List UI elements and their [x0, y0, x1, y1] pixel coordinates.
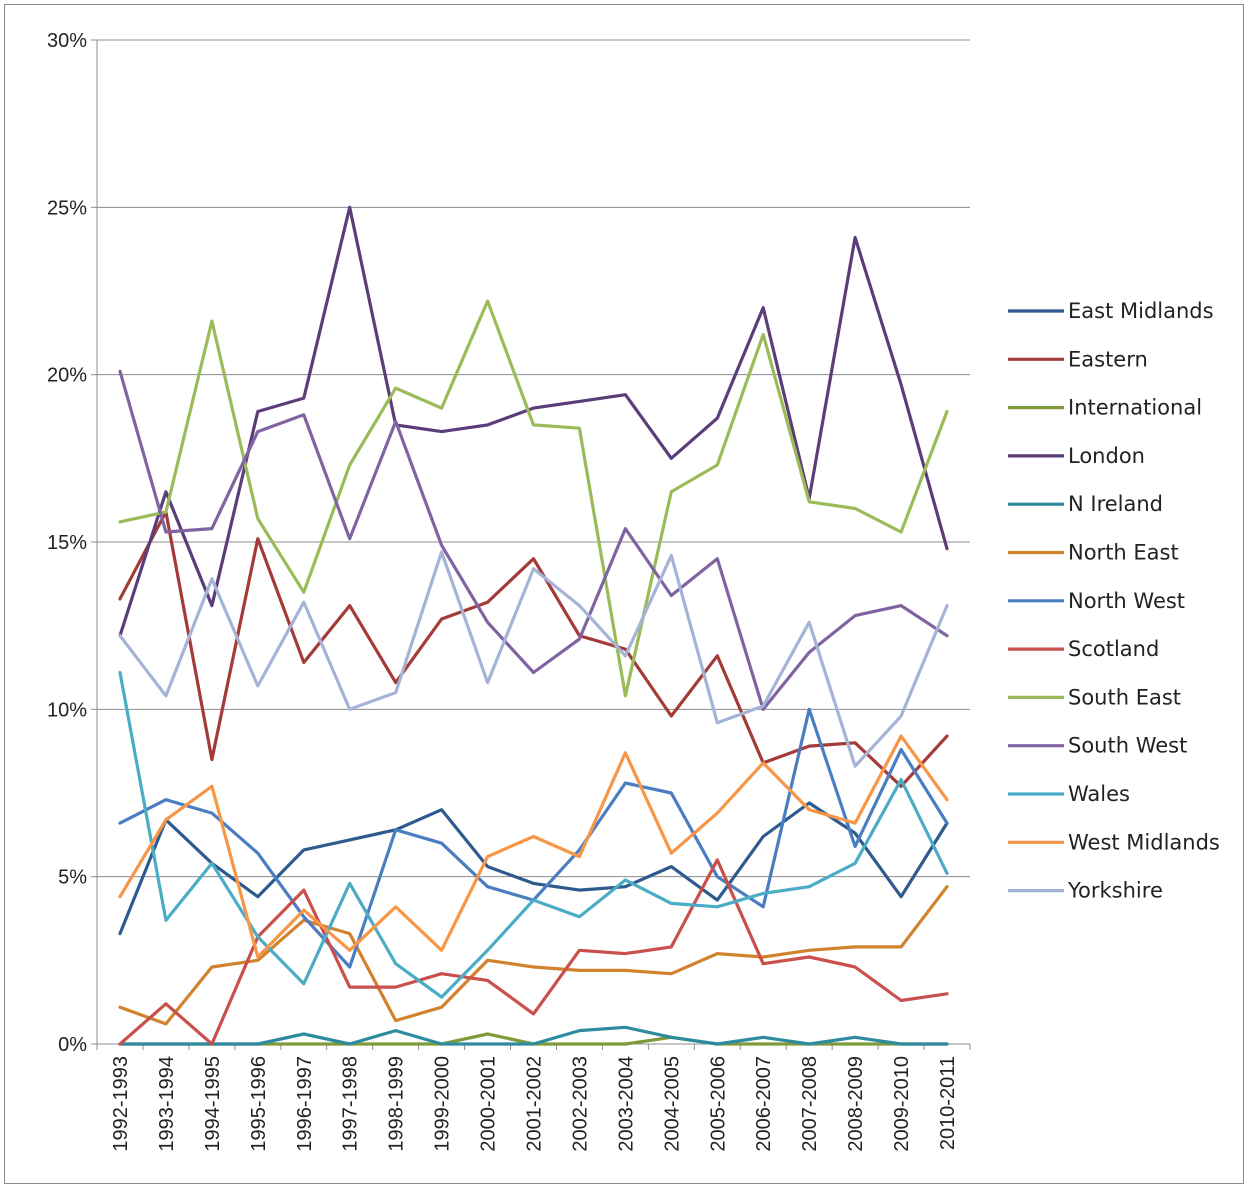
y-tick-label: 5%: [58, 867, 87, 889]
y-tick-label: 15%: [47, 532, 87, 554]
y-axis: 0% 5% 10% 15% 20% 25% 30%: [47, 30, 98, 1056]
legend-label: N Ireland: [1068, 492, 1163, 516]
legend-label: South West: [1068, 734, 1187, 758]
x-tick-label: 1995-1996: [248, 1056, 270, 1152]
x-tick-label: 1996-1997: [294, 1056, 316, 1152]
y-tick-label: 25%: [47, 197, 87, 219]
x-tick-label: 2008-2009: [845, 1056, 867, 1152]
x-tick-label: 2002-2003: [569, 1056, 591, 1152]
x-tick-label: 1997-1998: [340, 1056, 362, 1152]
legend: East Midlands Eastern International London N…: [1008, 299, 1220, 903]
legend-label: Wales: [1068, 782, 1130, 806]
series-line-west-midlands: [118, 734, 949, 959]
x-tick-label: 2006-2007: [753, 1056, 775, 1152]
x-axis: 1992-1993 1993-1994 1994-1995 1995-1996 1996…: [96, 1043, 971, 1152]
x-tick-label: 2010-2011: [937, 1056, 959, 1150]
series-lines: [118, 205, 949, 1046]
legend-label: Eastern: [1068, 347, 1148, 371]
x-tick-label: 2000-2001: [478, 1056, 500, 1152]
gridlines: [97, 39, 970, 878]
series-line-north-east: [118, 885, 949, 1026]
legend-label: Yorkshire: [1067, 879, 1163, 903]
x-tick-label: 1994-1995: [202, 1056, 224, 1152]
x-tick-label: 2009-2010: [891, 1056, 913, 1152]
series-line-eastern: [118, 510, 949, 788]
legend-label: North East: [1068, 541, 1179, 565]
legend-label: North West: [1068, 589, 1185, 613]
x-tick-label: 2003-2004: [615, 1056, 637, 1152]
legend-label: Scotland: [1068, 637, 1159, 661]
y-tick-label: 0%: [58, 1034, 87, 1056]
y-tick-label: 30%: [47, 30, 87, 52]
x-tick-label: 1992-1993: [110, 1056, 132, 1152]
y-tick-label: 10%: [47, 699, 87, 721]
x-tick-label: 2007-2008: [799, 1056, 821, 1152]
series-line-south-west: [118, 369, 949, 711]
y-tick-label: 20%: [47, 365, 87, 387]
legend-label: South East: [1068, 685, 1181, 709]
legend-label: East Midlands: [1068, 299, 1214, 323]
series-line-east-midlands: [118, 801, 949, 936]
series-line-south-east: [118, 299, 949, 698]
x-tick-label: 1998-1999: [386, 1056, 408, 1152]
legend-label: International: [1068, 396, 1202, 420]
legend-label: West Midlands: [1068, 830, 1220, 854]
x-tick-label: 1999-2000: [432, 1056, 454, 1152]
series-line-n-ireland: [118, 1025, 949, 1046]
chart-frame: [4, 4, 1244, 1184]
x-tick-label: 1993-1994: [156, 1056, 178, 1152]
x-tick-label: 2004-2005: [661, 1056, 683, 1152]
x-tick-label: 2001-2002: [524, 1056, 546, 1152]
x-tick-label: 2005-2006: [707, 1056, 729, 1152]
legend-label: London: [1068, 444, 1145, 468]
series-line-wales: [118, 670, 949, 999]
series-line-yorkshire: [118, 550, 949, 768]
